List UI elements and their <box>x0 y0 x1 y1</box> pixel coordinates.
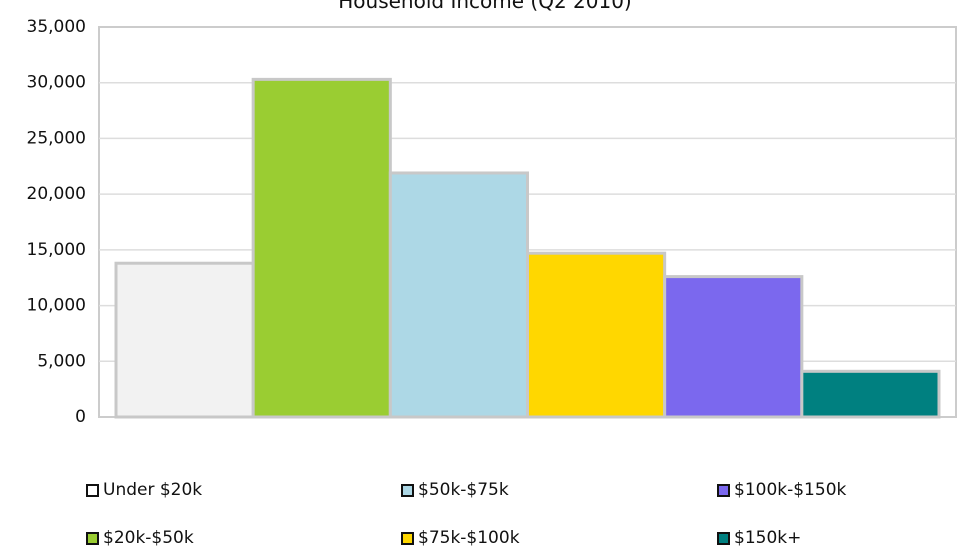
bar <box>800 369 941 419</box>
legend-label: $100k-$150k <box>734 480 847 500</box>
legend-swatch <box>86 531 99 545</box>
bar-chart: 0 5,000 10,000 15,000 20,000 25,000 30,000 35,0… <box>27 0 957 427</box>
y-tick-label: 5,000 <box>37 351 86 371</box>
legend-label: $75k-$100k <box>418 528 520 548</box>
legend-item-100k-150k: $100k-$150k <box>717 480 846 500</box>
legend-label: Under $20k <box>103 480 203 500</box>
y-tick-label: 30,000 <box>27 73 86 93</box>
y-tick-label: 0 <box>75 407 86 427</box>
legend-item-150k-plus: $150k+ <box>717 528 801 548</box>
y-tick-label: 35,000 <box>27 17 86 37</box>
bar <box>388 171 530 419</box>
legend-swatch <box>401 483 414 497</box>
y-tick-label: 20,000 <box>27 184 86 204</box>
legend: Under $20k $20k-$50k $50k-$75k $75k-$100… <box>0 468 959 548</box>
legend-item-under-20k: Under $20k <box>86 480 202 500</box>
y-tick-label: 25,000 <box>27 128 86 148</box>
bar <box>663 275 804 419</box>
legend-swatch <box>717 483 730 497</box>
legend-swatch <box>86 483 99 497</box>
legend-item-75k-100k: $75k-$100k <box>401 528 520 548</box>
chart-title: Household Income (Q2 2010) <box>338 0 631 13</box>
legend-swatch <box>717 531 730 545</box>
legend-item-20k-50k: $20k-$50k <box>86 528 194 548</box>
bar <box>114 261 255 419</box>
bar <box>251 77 392 419</box>
y-tick-label: 15,000 <box>27 240 86 260</box>
legend-label: $50k-$75k <box>418 480 509 500</box>
legend-item-50k-75k: $50k-$75k <box>401 480 509 500</box>
legend-label: $20k-$50k <box>103 528 194 548</box>
y-tick-label: 10,000 <box>27 296 86 316</box>
legend-label: $150k+ <box>734 528 802 548</box>
legend-swatch <box>401 531 414 545</box>
bar <box>526 251 667 419</box>
